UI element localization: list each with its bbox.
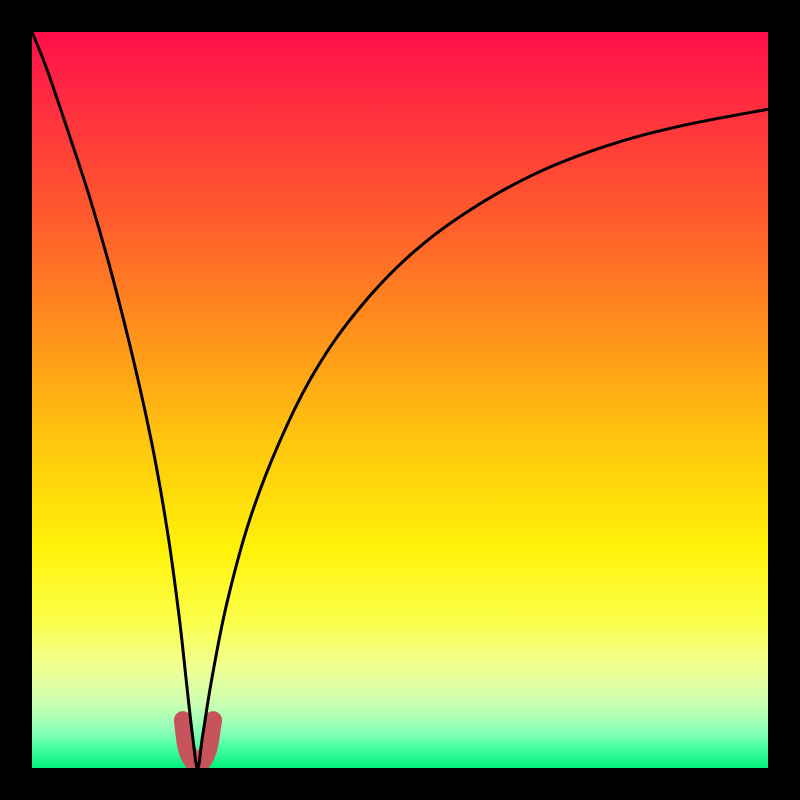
bottleneck-curve (32, 32, 768, 768)
highlight-bump (183, 720, 213, 763)
chart-svg (0, 0, 800, 800)
outer-border (0, 0, 800, 800)
chart-frame: TheBottleneck.com (0, 0, 800, 800)
watermark-text: TheBottleneck.com (598, 2, 790, 28)
gradient-background (32, 32, 768, 768)
